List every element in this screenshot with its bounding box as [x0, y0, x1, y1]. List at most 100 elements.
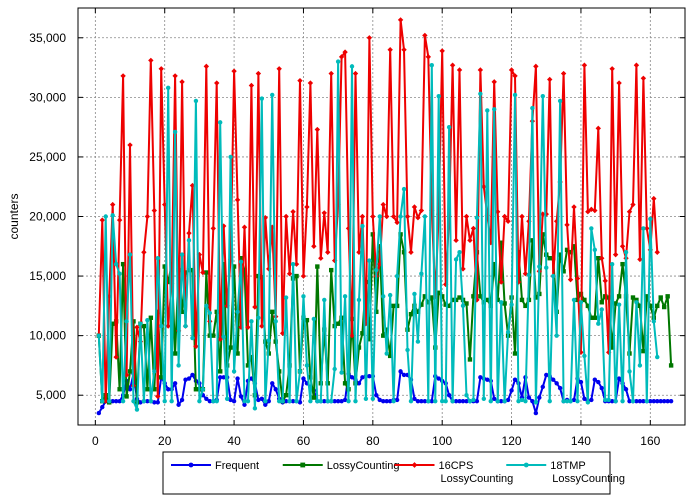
data-point	[651, 398, 656, 404]
data-point	[290, 209, 296, 215]
data-point	[453, 398, 459, 404]
data-point	[349, 375, 355, 380]
data-point	[356, 381, 362, 386]
data-point	[190, 267, 195, 273]
data-point	[457, 250, 462, 255]
data-point	[620, 398, 625, 404]
data-point	[370, 213, 376, 220]
data-point	[401, 186, 407, 192]
data-point	[609, 66, 615, 72]
data-point	[390, 213, 397, 220]
data-point	[113, 398, 119, 404]
data-point	[356, 345, 362, 350]
data-point	[109, 201, 116, 208]
data-point	[508, 67, 515, 73]
data-point	[158, 66, 164, 72]
data-point	[152, 387, 157, 392]
x-tick-label: 100	[432, 434, 452, 448]
data-point	[609, 345, 615, 350]
data-point	[297, 77, 303, 84]
y-tick-label: 25,000	[29, 150, 66, 164]
data-point	[207, 398, 213, 404]
data-point	[116, 217, 123, 223]
data-point	[252, 304, 258, 310]
data-point	[359, 213, 366, 220]
data-point	[342, 381, 348, 386]
data-point	[474, 398, 480, 404]
data-point	[519, 213, 525, 220]
data-point	[235, 309, 240, 315]
data-point	[436, 290, 441, 295]
data-point	[419, 271, 424, 276]
data-point	[470, 225, 477, 232]
series-line	[97, 18, 659, 403]
data-point	[661, 304, 667, 310]
data-point	[602, 278, 608, 284]
data-point	[509, 388, 514, 393]
data-point	[203, 63, 210, 70]
data-point	[346, 398, 351, 404]
data-point	[547, 256, 552, 261]
data-point	[172, 351, 178, 356]
data-point	[626, 209, 633, 215]
data-point	[561, 398, 566, 404]
data-point	[172, 129, 178, 135]
data-point	[422, 294, 428, 299]
legend-label-line2: LossyCounting	[441, 473, 514, 485]
data-point	[474, 215, 480, 220]
data-point	[124, 319, 129, 324]
data-point	[401, 47, 407, 53]
data-point	[596, 321, 601, 326]
data-point	[287, 398, 292, 404]
data-point	[436, 93, 441, 99]
data-point	[249, 354, 254, 360]
data-point	[179, 252, 185, 257]
data-point	[255, 70, 262, 77]
data-point	[183, 323, 188, 329]
data-point	[433, 398, 438, 404]
legend-label: LossyCounting	[327, 460, 400, 472]
data-point	[633, 62, 640, 68]
data-point	[186, 230, 192, 236]
data-point	[144, 213, 151, 220]
data-point	[533, 295, 539, 300]
data-point	[620, 261, 625, 267]
data-point	[186, 376, 192, 381]
data-point	[668, 363, 674, 368]
legend-label: 16CPS	[439, 460, 474, 472]
data-point	[557, 385, 563, 391]
data-point	[668, 398, 674, 404]
data-point	[446, 303, 452, 309]
data-point	[217, 336, 223, 342]
data-point	[335, 398, 341, 404]
data-point	[467, 357, 473, 362]
data-point	[283, 295, 289, 300]
data-point	[641, 348, 646, 354]
data-point	[113, 354, 119, 360]
data-point	[342, 397, 348, 403]
data-point	[273, 387, 278, 392]
data-point	[231, 398, 237, 404]
data-point	[634, 398, 639, 404]
data-point	[145, 387, 150, 392]
data-point	[120, 398, 126, 404]
data-point	[544, 372, 549, 378]
data-point	[612, 251, 619, 258]
data-point	[263, 402, 268, 407]
data-point	[266, 338, 271, 343]
data-point	[391, 398, 396, 404]
data-point	[245, 398, 251, 404]
data-point	[329, 267, 334, 273]
data-point	[418, 207, 425, 214]
data-point	[297, 400, 303, 405]
data-point	[165, 279, 171, 285]
x-tick-label: 60	[297, 434, 311, 448]
data-point	[599, 300, 604, 305]
data-point	[443, 398, 448, 404]
data-point	[169, 398, 174, 404]
data-point	[172, 381, 178, 386]
data-point	[103, 214, 108, 219]
data-point	[353, 398, 358, 404]
data-point	[481, 184, 487, 190]
data-point	[578, 379, 584, 385]
